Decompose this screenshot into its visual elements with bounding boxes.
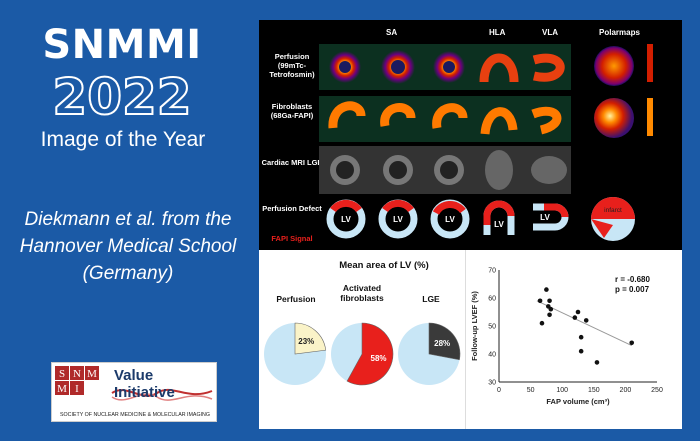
col-sa: SA [386, 28, 398, 37]
y-axis-label: Follow-up LVEF (%) [470, 291, 479, 361]
col-vla: VLA [542, 28, 558, 37]
y-tick-label: 30 [488, 380, 496, 387]
data-point [575, 309, 581, 315]
logo-society-text: SOCIETY OF NUCLEAR MEDICINE & MOLECULAR … [60, 412, 210, 418]
data-point [539, 320, 545, 326]
data-point [629, 340, 635, 346]
row-fapi-label: FAPI Signal [271, 234, 313, 243]
data-point [572, 315, 578, 320]
mri-row-images [319, 146, 571, 194]
data-point [544, 287, 549, 292]
x-tick-label: 0 [497, 387, 501, 394]
pie-charts: 23% 58% 28% [264, 322, 461, 386]
col-polarmaps: Polarmaps [599, 28, 640, 37]
y-tick-label: 40 [488, 352, 496, 359]
pie-slice [294, 322, 327, 355]
row-defect-label: Perfusion Defect [262, 204, 322, 213]
pie-label-perfusion: Perfusion [276, 294, 316, 304]
data-point [594, 360, 600, 365]
headline-snmmi: SNMMI [42, 22, 202, 68]
defect-row-images [326, 197, 635, 241]
credit-text: Diekmann et al. from the Hannover Medica… [19, 209, 237, 284]
x-tick-label: 150 [588, 387, 600, 394]
lv-label: LV [341, 215, 351, 224]
divider [465, 250, 466, 429]
x-axis-label: FAP volume (cm³) [546, 397, 610, 406]
left-panel: SNMMI 2022 Image of the Year Diekmann et… [0, 0, 258, 441]
logo-letter: M [87, 368, 97, 380]
pie-value-label: 23% [298, 337, 314, 346]
pie-value-label: 58% [371, 354, 387, 363]
imaging-grid: SA HLA VLA Polarmaps Perfusion (99mTc-Te… [259, 20, 682, 250]
x-tick-label: 100 [556, 387, 568, 394]
row-fibroblasts-label: Fibroblasts (68Ga-FAPI) [270, 102, 314, 120]
logo-letter: I [75, 383, 79, 395]
headline-subtitle: Image of the Year [40, 128, 206, 151]
pie-slice [428, 322, 461, 361]
data-point [583, 318, 589, 323]
row-perfusion-label: Perfusion (99mTc-Tetrofosmin) [269, 52, 315, 79]
infarct-label: infarct [604, 207, 622, 214]
fibroblast-row-images [319, 96, 653, 142]
y-tick-label: 60 [488, 296, 496, 303]
lv-label: LV [540, 213, 550, 222]
scatter-chart: 0 50 100 150 200 250 30 40 50 60 70 FAP volume (cm³… [470, 268, 663, 407]
pie-value-label: 28% [434, 339, 450, 348]
pie-label-lge: LGE [422, 294, 440, 304]
pies-title: Mean area of LV (%) [339, 260, 429, 271]
data-point [548, 306, 554, 312]
snmmi-value-initiative-logo: S N M M I Value Initiative SOCIETY OF NU… [51, 362, 217, 422]
logo-letter: S [59, 368, 65, 380]
data-point [537, 298, 543, 304]
data-point [578, 348, 584, 354]
imaging-svg: LV LV LV LV LV infarct [319, 44, 653, 241]
lv-label: LV [494, 220, 504, 229]
y-tick-label: 70 [488, 268, 496, 275]
stat-r: r = -0.680 [615, 275, 650, 284]
figure-panel: SA HLA VLA Polarmaps Perfusion (99mTc-Te… [259, 20, 682, 429]
row-mri-label: Cardiac MRI LGE [261, 158, 323, 167]
data-point [547, 312, 552, 318]
logo-initiative-text: Initiative [114, 384, 175, 401]
x-tick-label: 250 [651, 387, 663, 394]
pie-label-fibroblasts: Activated fibroblasts [340, 283, 384, 303]
data-point [578, 334, 584, 340]
data-point [547, 298, 552, 304]
y-tick-label: 50 [488, 324, 496, 331]
headline-year: 2022 [51, 67, 192, 127]
pie-slice [346, 322, 394, 386]
col-hla: HLA [489, 28, 506, 37]
x-tick-label: 50 [527, 387, 535, 394]
results-area: Mean area of LV (%) Perfusion Activated … [259, 250, 682, 429]
logo-graphic: S N M M I Value Initiative SOCIETY OF NU… [55, 366, 213, 418]
logo-letter: N [73, 368, 81, 380]
logo-value-text: Value [114, 367, 153, 384]
stat-p: p = 0.007 [615, 285, 650, 294]
logo-letter: M [57, 383, 67, 395]
perfusion-row-images [319, 44, 653, 90]
lv-label: LV [445, 215, 455, 224]
x-tick-label: 200 [620, 387, 632, 394]
lv-label: LV [393, 215, 403, 224]
